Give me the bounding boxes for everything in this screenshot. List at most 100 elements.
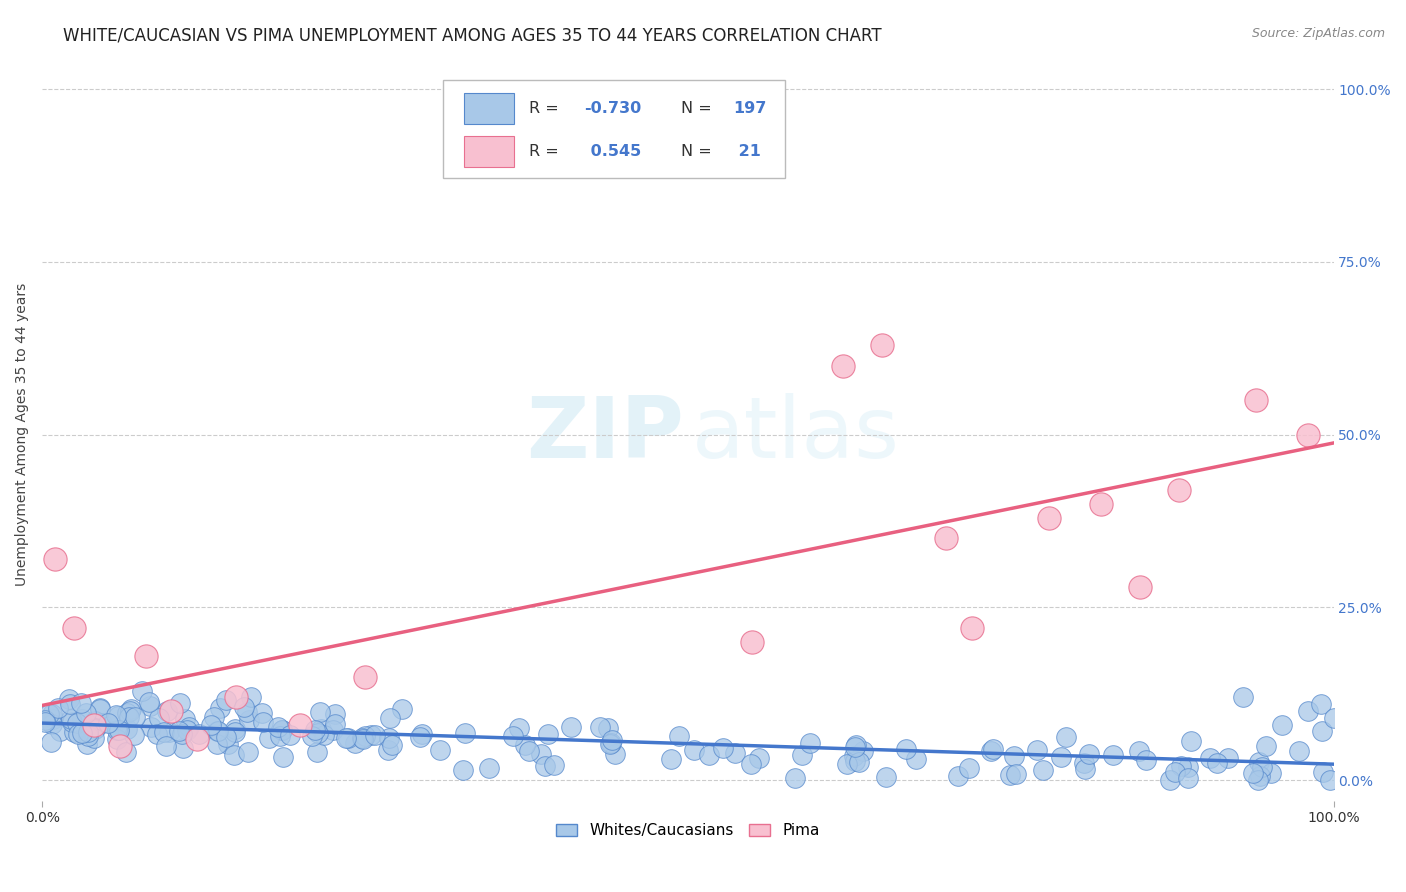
Point [252,714,274,729]
Point [870,338,893,352]
Point [1002,749,1025,764]
Point [1244,393,1267,408]
Point [323,706,346,721]
Point [957,761,980,775]
Point [335,731,357,746]
Text: Source: ZipAtlas.com: Source: ZipAtlas.com [1251,27,1385,40]
Point [1032,763,1054,777]
Point [1312,764,1334,779]
Point [207,737,229,751]
Point [543,758,565,772]
Point [83,718,105,732]
Legend: Whites/Caucasians, Pima: Whites/Caucasians, Pima [550,817,827,845]
Point [904,752,927,766]
Text: WHITE/CAUCASIAN VS PIMA UNEMPLOYMENT AMONG AGES 35 TO 44 YEARS CORRELATION CHART: WHITE/CAUCASIAN VS PIMA UNEMPLOYMENT AMO… [63,27,882,45]
Point [44,552,66,566]
Point [141,720,163,734]
Point [1073,756,1095,771]
Point [1129,580,1152,594]
Point [1167,483,1189,497]
Point [269,729,291,743]
Point [697,747,720,762]
Point [517,744,540,758]
Point [852,743,875,757]
Point [360,728,382,742]
Point [1054,730,1077,744]
Point [167,724,190,739]
Point [120,702,142,716]
Point [63,725,86,739]
Text: N =: N = [682,102,717,116]
Point [66,727,89,741]
Text: 21: 21 [733,145,761,160]
Point [105,723,128,737]
Point [344,735,367,749]
Text: 0.545: 0.545 [585,145,641,160]
Point [70,726,93,740]
Point [1199,751,1222,765]
Text: R =: R = [529,102,564,116]
Point [1241,766,1264,780]
Point [312,728,335,742]
Point [60,714,83,729]
Point [134,648,156,663]
Point [711,741,734,756]
Point [90,715,112,730]
Point [63,621,86,635]
Point [75,706,97,720]
Point [84,721,107,735]
Point [215,693,238,707]
Point [146,727,169,741]
Point [77,724,100,739]
Point [148,711,170,725]
Point [537,727,560,741]
Point [311,723,333,737]
Point [1271,718,1294,732]
Point [1049,750,1071,764]
Point [835,757,858,772]
Point [598,721,620,735]
Point [84,722,107,736]
Point [502,729,524,743]
Point [38,706,60,721]
Point [1296,427,1319,442]
Point [600,736,623,750]
Point [831,359,853,373]
Point [304,723,326,738]
Point [560,720,582,734]
Point [599,737,621,751]
Point [1205,756,1227,770]
Point [307,745,329,759]
Point [236,705,259,719]
Point [354,669,377,683]
Point [589,720,612,734]
Point [429,743,451,757]
Point [208,700,231,714]
Point [307,725,329,739]
Point [41,713,63,727]
Point [115,706,138,720]
Point [530,747,553,762]
Point [139,698,162,713]
Point [785,771,807,785]
Point [748,751,770,765]
Point [257,731,280,745]
Point [34,715,56,730]
Point [115,722,138,736]
Point [58,692,80,706]
Point [108,723,131,738]
Point [1309,697,1331,711]
Point [848,756,870,770]
Point [322,723,344,737]
Point [157,724,180,739]
Point [34,713,56,727]
Point [683,743,706,757]
Point [84,716,107,731]
Point [215,730,238,744]
Point [894,742,917,756]
Point [453,726,475,740]
Point [124,728,146,742]
Point [107,709,129,723]
Point [1310,723,1333,738]
Point [337,731,360,745]
